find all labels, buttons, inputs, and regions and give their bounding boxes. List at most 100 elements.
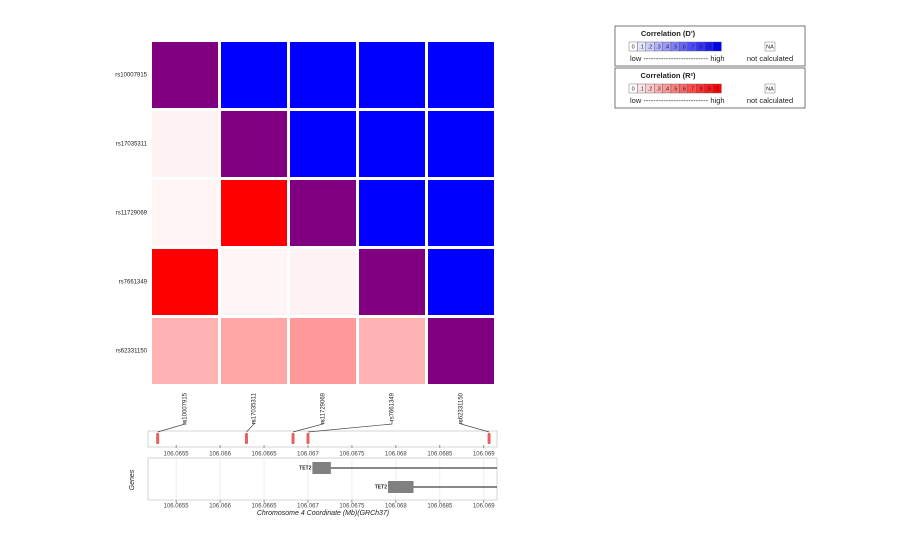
column-label: rs17035311 [252,392,258,424]
x-axis-label: Chromosome 4 Coordinate (Mb)(GRCh37) [257,510,389,517]
heatmap-cell [359,180,425,246]
heatmap-cell [428,111,494,177]
legend-scale-label: .1 [639,44,644,50]
heatmap-cell [221,111,287,177]
row-label: rs11729069 [116,211,148,217]
row-label: rs7661349 [119,280,148,286]
x-tick-label: 106.068 [385,504,407,510]
na-box [764,83,776,94]
legend-scale-label: .9 [707,44,712,50]
na-box [764,41,776,52]
legend-scale-label: .8 [698,44,703,50]
heatmap-cell [359,249,425,315]
heatmap-cell [221,42,287,108]
legend-scale-label: .6 [681,86,686,92]
legend-scale-label: 0 [632,86,635,92]
heatmap-cell [290,180,356,246]
heatmap-cell [290,249,356,315]
gene-exon [387,481,414,493]
heatmap-cell [290,318,356,384]
x-tick-label: 106.0655 [164,504,190,510]
heatmap-cell [221,318,287,384]
connector [157,420,186,433]
heatmap-cell [290,111,356,177]
column-label: rs11729069 [321,392,327,424]
x-tick-label: 106.068 [385,452,407,458]
row-label: rs17035311 [116,142,148,148]
legend-scale-label: .1 [639,86,644,92]
legend-low-high: low -------------------------- high [630,54,725,63]
snp-marker [156,433,160,444]
legend-title: Correlation (D') [641,29,696,38]
legend-scale-label: .5 [673,86,678,92]
heatmap-cell [359,42,425,108]
legend-swatch [712,83,722,94]
column-label: rs7661349 [390,392,396,421]
x-tick-label: 106.067 [297,504,319,510]
snp-marker [487,433,491,444]
snp-track [147,430,498,448]
legend-scale-label: 1 [716,86,719,92]
heatmap-cell [290,42,356,108]
legend-scale-label: .2 [648,86,653,92]
gene-name: TET2 [375,484,387,490]
x-tick-label: 106.069 [473,452,495,458]
gene-name: TET2 [299,465,311,471]
snp-marker [306,433,310,444]
heatmap-cell [152,249,218,315]
heatmap-cell [428,42,494,108]
x-tick-label: 106.0675 [339,452,365,458]
legend-scale-label: 1 [716,44,719,50]
x-tick-label: 106.0685 [427,452,453,458]
legend-scale-label: .2 [648,44,653,50]
x-tick-label: 106.0665 [252,504,278,510]
snp-marker [244,433,248,444]
heatmap-cell [359,111,425,177]
x-tick-label: 106.067 [297,452,319,458]
legend-scale-label: .8 [698,86,703,92]
heatmap-cell [428,249,494,315]
connector [460,420,490,433]
heatmap-cell [428,180,494,246]
legend-scale-label: .7 [690,86,695,92]
heatmap-cell [152,180,218,246]
legend-scale-label: .3 [656,86,661,92]
column-label: rs10007915 [183,392,189,424]
legend-scale-label: .9 [707,86,712,92]
heatmap-cell [221,249,287,315]
heatmap-cell [428,318,494,384]
snp-marker [291,433,295,444]
na-text: not calculated [747,54,793,63]
legend-scale-label: 0 [632,44,635,50]
legend-swatch [712,41,722,52]
row-label: rs10007915 [115,73,147,79]
connector [292,420,324,433]
legend-scale-label: .5 [673,44,678,50]
na-label: NA [766,44,774,50]
legend-low-high: low -------------------------- high [630,96,725,105]
legend-scale-label: .4 [665,86,670,92]
connector [307,420,393,433]
heatmap-cell [152,318,218,384]
x-tick-label: 106.0655 [164,452,190,458]
heatmap-cell [359,318,425,384]
genes-label: Genes [129,469,136,490]
heatmap-cell [152,111,218,177]
na-label: NA [766,86,774,92]
x-tick-label: 106.069 [473,504,495,510]
x-tick-label: 106.0675 [339,504,365,510]
legend-scale-label: .7 [690,44,695,50]
legend-scale-label: .3 [656,44,661,50]
heatmap-cell [221,180,287,246]
x-tick-label: 106.0665 [252,452,278,458]
column-label: rs62331150 [459,392,465,424]
x-tick-label: 106.0685 [427,504,453,510]
x-tick-label: 106.066 [209,452,231,458]
legend-scale-label: .6 [681,44,686,50]
heatmap-cell [152,42,218,108]
x-tick-label: 106.066 [209,504,231,510]
gene-exon [312,462,331,474]
na-text: not calculated [747,96,793,105]
connector [246,420,255,433]
